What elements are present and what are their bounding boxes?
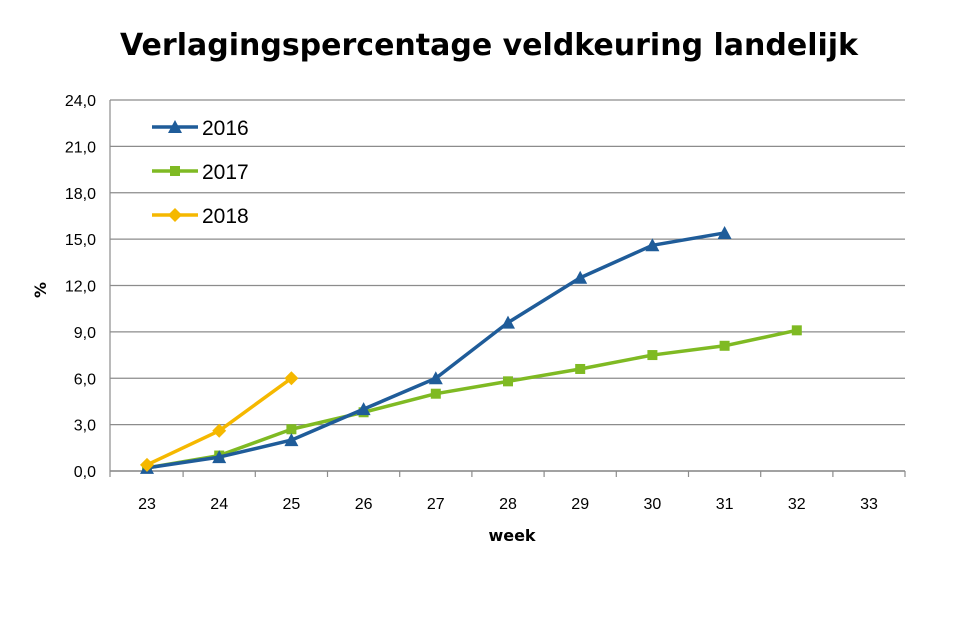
data-point-marker: [356, 402, 371, 416]
y-tick-label: 6,0: [74, 371, 96, 388]
x-tick-labels: 23 24 25 26 27 28 29 30 31 32 33: [138, 496, 878, 513]
x-tick-label: 24: [210, 496, 228, 513]
series-2016: [140, 225, 732, 474]
legend-label: 2017: [202, 161, 249, 184]
data-point-marker: [719, 340, 730, 351]
data-point-marker: [284, 371, 299, 386]
axes: [109, 100, 906, 477]
legend-label: 2018: [202, 205, 249, 228]
x-tick-label: 28: [499, 496, 517, 513]
legend: 2016 2017 2018: [152, 117, 249, 228]
x-tick-label: 26: [355, 496, 373, 513]
x-tick-label: 27: [427, 496, 445, 513]
x-tick-label: 23: [138, 496, 156, 513]
x-tick-label: 29: [571, 496, 589, 513]
data-point-marker: [212, 450, 227, 464]
chart-title: Verlagingspercentage veldkeuring landeli…: [119, 28, 859, 63]
series-line: [146, 231, 725, 470]
data-point-marker: [168, 120, 182, 133]
legend-label: 2016: [202, 117, 249, 140]
y-tick-label: 0,0: [74, 464, 96, 481]
x-tick-label: 31: [716, 496, 734, 513]
data-point-marker: [573, 270, 588, 284]
data-point-marker: [575, 363, 586, 374]
data-point-marker: [501, 315, 515, 329]
data-point-marker: [428, 371, 443, 385]
legend-item-2017: 2017: [152, 161, 249, 184]
x-tick-label: 30: [644, 496, 662, 513]
x-tick-label: 33: [860, 496, 878, 513]
data-point-marker: [286, 424, 297, 435]
y-tick-label: 24,0: [65, 93, 96, 110]
y-tick-label: 3,0: [74, 418, 96, 435]
y-tick-label: 18,0: [65, 186, 96, 203]
series-lines: [140, 225, 802, 474]
x-tick-label: 25: [283, 496, 301, 513]
y-axis-label: %: [31, 282, 50, 298]
data-point-marker: [212, 423, 227, 438]
data-point-marker: [168, 208, 182, 222]
x-tick-label: 32: [788, 496, 806, 513]
data-point-marker: [140, 457, 154, 472]
data-point-marker: [717, 225, 732, 239]
gridlines: [110, 99, 905, 472]
series-2018: [140, 371, 299, 472]
y-tick-label: 12,0: [65, 279, 96, 296]
data-point-marker: [430, 388, 441, 399]
data-point-marker: [170, 166, 180, 176]
data-point-marker: [791, 325, 802, 336]
x-axis-label: week: [488, 526, 535, 545]
y-tick-labels: 0,0 3,0 6,0 9,0 12,0 15,0 18,0 21,0 24,0: [65, 93, 96, 481]
y-tick-label: 9,0: [74, 325, 96, 342]
data-point-marker: [284, 433, 299, 447]
data-point-marker: [645, 238, 660, 252]
series-line: [146, 328, 798, 470]
legend-item-2016: 2016: [152, 117, 249, 140]
y-tick-label: 15,0: [65, 232, 96, 249]
data-point-marker: [503, 376, 513, 387]
data-point-marker: [647, 350, 658, 361]
y-tick-label: 21,0: [65, 139, 96, 156]
legend-item-2018: 2018: [152, 205, 249, 228]
